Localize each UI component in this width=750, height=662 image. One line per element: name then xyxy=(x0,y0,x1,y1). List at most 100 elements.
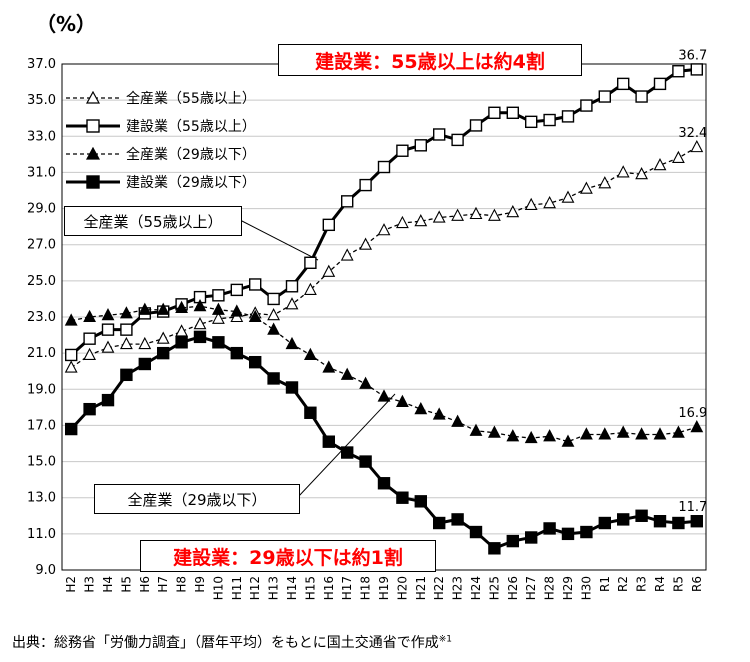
legend-swatch-const-29 xyxy=(66,175,120,189)
data-point xyxy=(543,429,557,442)
data-point xyxy=(616,165,630,178)
x-tick-label: H21 xyxy=(414,576,428,600)
data-point xyxy=(598,90,611,103)
data-point xyxy=(525,115,538,129)
data-point xyxy=(598,516,611,530)
data-point xyxy=(617,513,630,526)
data-point xyxy=(414,401,428,415)
y-tick-label: 17.0 xyxy=(27,418,56,433)
series-line-const-29 xyxy=(70,335,697,551)
y-tick-label: 31.0 xyxy=(27,165,56,180)
data-point xyxy=(138,336,152,350)
x-tick-label: H15 xyxy=(303,576,317,600)
callout-construction-55: 建設業：55歳以上は約4割 xyxy=(278,44,582,76)
data-point xyxy=(119,336,133,350)
data-point xyxy=(598,427,612,440)
legend-item-const-55: 建設業（55歳以上） xyxy=(66,112,256,140)
data-point xyxy=(248,278,262,291)
x-tick-label: H5 xyxy=(119,576,133,593)
data-point xyxy=(469,206,483,220)
data-point xyxy=(524,197,538,211)
legend-swatch-all-55 xyxy=(66,91,120,104)
data-point xyxy=(395,394,409,407)
x-tick-label: H7 xyxy=(156,576,170,593)
data-point xyxy=(175,336,188,349)
data-point xyxy=(212,289,225,302)
legend-item-all-29: 全産業（29歳以下） xyxy=(66,140,256,168)
data-point xyxy=(64,348,78,362)
data-point xyxy=(285,336,299,350)
data-point xyxy=(359,376,373,389)
source-note-text: 出典：総務省「労働力調査」（暦年平均）をもとに国土交通省で作成 xyxy=(12,635,439,651)
data-point xyxy=(230,304,244,317)
data-point xyxy=(285,381,299,394)
x-tick-label: H11 xyxy=(230,576,244,600)
data-point xyxy=(433,516,446,530)
data-point xyxy=(64,422,78,436)
data-point xyxy=(175,300,189,314)
x-tick-label: H13 xyxy=(267,576,281,600)
data-point xyxy=(653,158,667,171)
x-tick-label: H10 xyxy=(211,576,225,600)
x-tick-label: R6 xyxy=(690,576,704,592)
data-point xyxy=(579,181,593,194)
series-const-29: 11.7 xyxy=(64,330,707,555)
y-tick-label: 25.0 xyxy=(27,274,56,289)
series-all-29: 16.9 xyxy=(64,298,707,447)
x-tick-label: H2 xyxy=(64,576,78,593)
x-tick-label: H19 xyxy=(377,576,391,600)
data-point xyxy=(359,178,372,192)
data-point xyxy=(395,215,409,229)
data-point xyxy=(690,139,704,153)
data-point xyxy=(64,360,78,373)
data-point xyxy=(212,336,225,349)
data-point xyxy=(671,150,685,164)
data-point xyxy=(561,110,575,123)
data-point xyxy=(138,302,152,315)
x-tick-label: H23 xyxy=(451,576,465,600)
data-point xyxy=(248,309,262,323)
data-point xyxy=(396,144,409,157)
x-tick-label: H26 xyxy=(506,576,520,600)
data-point xyxy=(285,280,299,293)
data-point xyxy=(359,237,373,250)
data-point xyxy=(653,77,667,91)
y-tick-label: 29.0 xyxy=(27,202,56,217)
y-tick-label: 19.0 xyxy=(27,382,56,397)
source-note: 出典：総務省「労働力調査」（暦年平均）をもとに国土交通省で作成※1 xyxy=(12,632,452,652)
data-point xyxy=(83,402,96,416)
data-point xyxy=(616,425,630,438)
legend-swatch-const-55 xyxy=(66,119,120,133)
data-point xyxy=(635,90,648,103)
x-tick-label: H25 xyxy=(487,576,501,600)
data-point xyxy=(580,525,593,539)
data-point xyxy=(248,355,262,369)
legend-label-const-55: 建設業（55歳以上） xyxy=(126,119,256,135)
x-tick-label: H27 xyxy=(524,576,538,600)
data-point xyxy=(635,167,649,180)
data-point xyxy=(690,515,703,528)
data-point xyxy=(322,218,335,232)
data-point xyxy=(101,308,115,321)
data-point xyxy=(193,330,207,344)
data-point xyxy=(488,542,501,555)
data-point xyxy=(267,308,281,321)
y-tick-label: 37.0 xyxy=(27,57,56,72)
x-tick-label: H20 xyxy=(395,576,409,600)
data-point xyxy=(267,322,281,335)
y-tick-label: 23.0 xyxy=(27,310,56,325)
data-point xyxy=(377,223,391,236)
data-point xyxy=(230,346,244,360)
data-point xyxy=(451,414,465,427)
data-point xyxy=(211,302,225,315)
legend-label-all-29: 全産業（29歳以下） xyxy=(126,147,256,163)
legend-label-const-29: 建設業（29歳以下） xyxy=(126,175,256,191)
data-label: 32.4 xyxy=(678,126,707,141)
data-point xyxy=(414,214,428,227)
data-point xyxy=(120,323,133,336)
source-note-mark: ※1 xyxy=(438,634,452,645)
x-tick-label: H8 xyxy=(175,576,189,593)
leader-line-all-55 xyxy=(239,219,319,261)
data-label: 36.7 xyxy=(678,48,707,63)
